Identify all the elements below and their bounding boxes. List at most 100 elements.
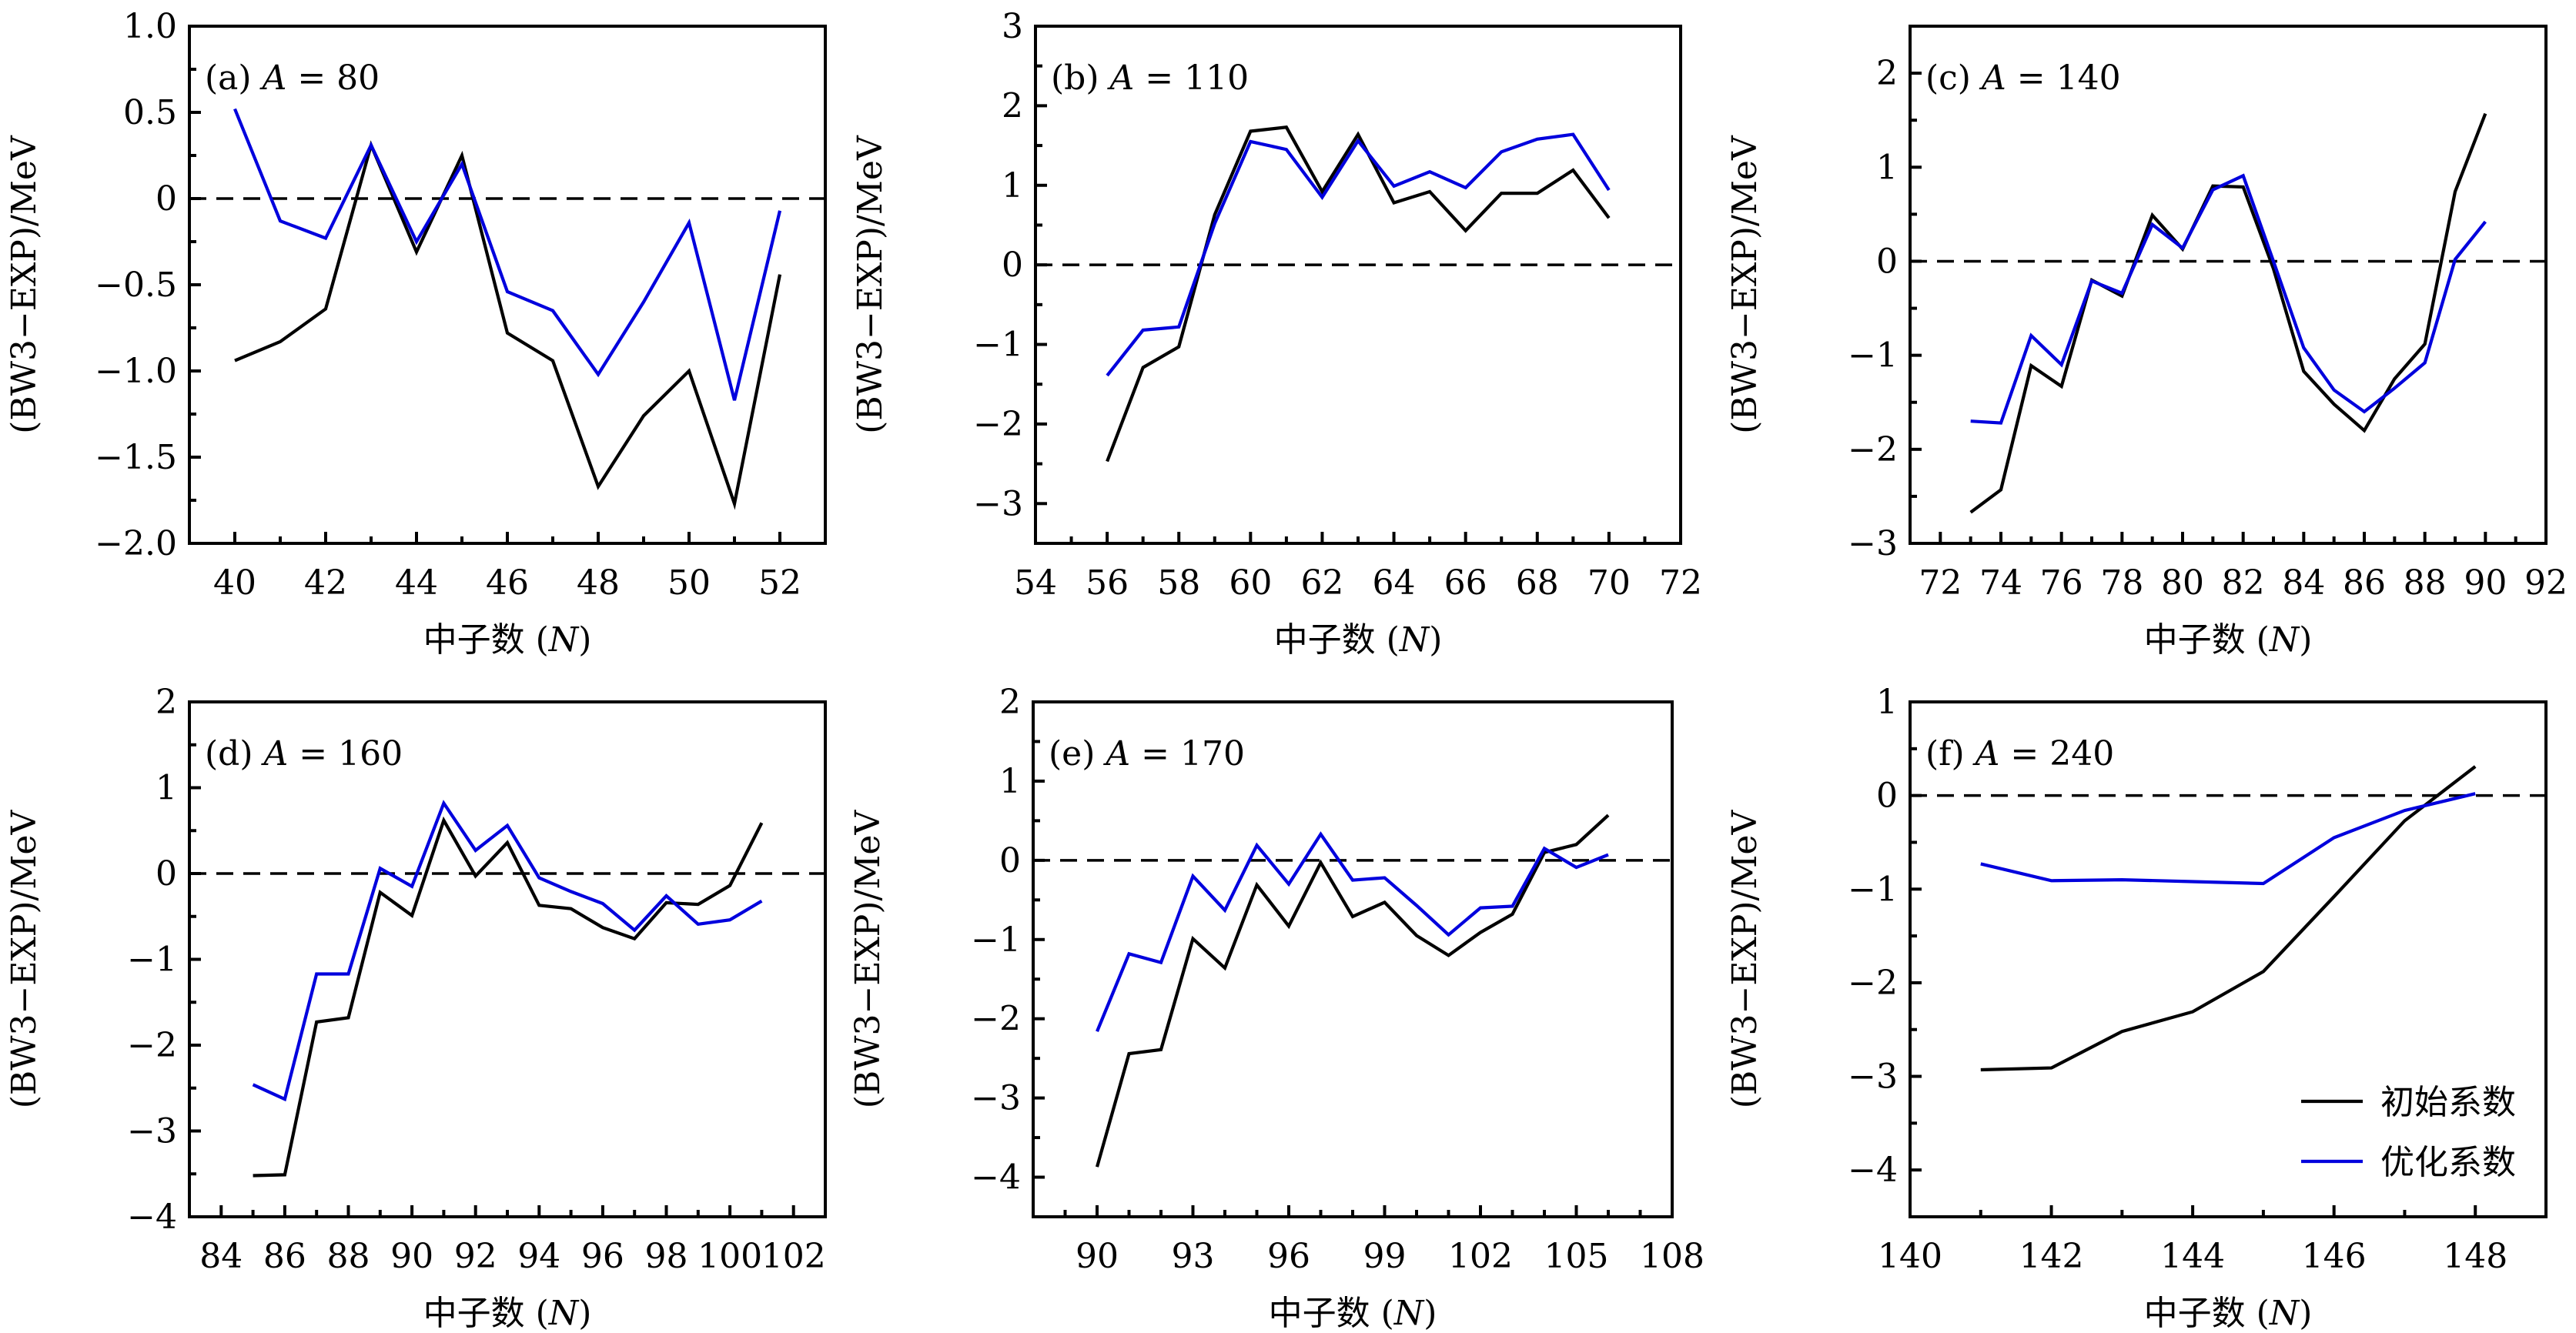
x-tick-label: 52: [758, 563, 801, 603]
y-axis-title: (BW3−EXP)/MeV: [851, 135, 890, 434]
x-tick-label: 94: [517, 1237, 560, 1276]
x-tick-label: 98: [645, 1237, 688, 1276]
panel-label: (c) A = 140: [1925, 58, 2121, 98]
y-axis-title: (BW3−EXP)/MeV: [5, 135, 44, 434]
x-axis-title: 中子数 (N): [423, 620, 592, 660]
x-tick-label: 48: [577, 563, 620, 603]
axes-frame: [1032, 700, 1674, 1218]
x-tick-label: 140: [1878, 1237, 1942, 1276]
x-axis-title: 中子数 (N): [2144, 1294, 2313, 1333]
y-axis-title: (BW3−EXP)/MeV: [1725, 810, 1765, 1109]
x-tick-label: 70: [1587, 563, 1631, 603]
panel-variable: A: [260, 734, 288, 773]
y-tick-label: −3: [127, 1112, 177, 1151]
panel-letter: (b): [1051, 58, 1109, 98]
y-tick-label: 0: [999, 841, 1021, 880]
panel-label: (d) A = 160: [205, 734, 403, 773]
x-tick-label: 96: [1267, 1237, 1310, 1276]
series-line-optimized: [1096, 831, 1609, 1032]
panel-letter: (e): [1049, 734, 1106, 773]
y-tick-label: 1: [1876, 683, 1898, 722]
x-tick-label: 102: [1448, 1237, 1513, 1276]
panel-a: 40 42 44 46 48 50 52 −2.0 −1.5 −1.0 −0.5 0 0.5 1.0 (a)…: [5, 7, 827, 660]
x-tick-label: 50: [667, 563, 711, 603]
y-tick-label: −2: [971, 1000, 1021, 1039]
x-tick-label: 78: [2100, 563, 2143, 603]
series-line-initial: [1969, 112, 2487, 514]
series-line-initial: [1980, 765, 2477, 1072]
y-tick-label: −1: [1848, 336, 1898, 376]
y-tick-label: −2: [1848, 430, 1898, 469]
axes-frame: [1909, 25, 2548, 545]
x-tick-label: 92: [2524, 563, 2568, 603]
panels: 40 42 44 46 48 50 52 −2.0 −1.5 −1.0 −0.5 0 0.5 1.0 (a)…: [5, 7, 2568, 1333]
y-tick-label: 1: [999, 762, 1021, 801]
x-tick-label: 100: [698, 1237, 762, 1276]
x-tick-label: 88: [327, 1237, 370, 1276]
panel-value: = 80: [286, 58, 380, 98]
x-tick-label: 86: [2343, 563, 2386, 603]
x-tick-label: 72: [1919, 563, 1962, 603]
panel-letter: (f): [1925, 734, 1975, 773]
x-axis-title: 中子数 (N): [1274, 620, 1443, 660]
y-tick-label: −0.5: [95, 266, 177, 305]
panel-letter: (d): [205, 734, 263, 773]
panel-variable: A: [1979, 58, 2006, 98]
y-tick-label: −1.0: [95, 352, 177, 391]
y-tick-label: 0: [156, 854, 177, 894]
series-line-optimized: [252, 800, 763, 1102]
x-tick-label: 146: [2302, 1237, 2367, 1276]
y-tick-label: 0: [1876, 777, 1898, 816]
y-tick-label: −3: [1848, 524, 1898, 563]
series-line-optimized: [1106, 132, 1611, 377]
x-axis-title: 中子数 (N): [1269, 1294, 1437, 1333]
y-tick-label: 2: [1002, 86, 1023, 125]
x-axis-title: 中子数 (N): [423, 1294, 592, 1333]
x-tick-label: 72: [1659, 563, 1702, 603]
x-tick-label: 66: [1444, 563, 1487, 603]
y-tick-label: 2: [156, 683, 177, 722]
x-tick-label: 148: [2443, 1237, 2507, 1276]
x-tick-label: 96: [581, 1237, 624, 1276]
y-tick-label: −3: [971, 1079, 1021, 1118]
y-tick-label: −3: [973, 484, 1023, 523]
y-tick-label: 2: [999, 683, 1021, 722]
panel-letter: (a): [205, 58, 263, 98]
y-tick-label: −3: [1848, 1057, 1898, 1097]
x-tick-label: 82: [2222, 563, 2265, 603]
y-tick-label: 0: [156, 179, 177, 219]
y-tick-label: 1: [156, 769, 177, 808]
x-tick-label: 56: [1086, 563, 1129, 603]
panel-label: (e) A = 170: [1049, 734, 1245, 773]
y-tick-label: 3: [1002, 7, 1023, 46]
panel-variable: A: [1972, 734, 2000, 773]
y-tick-label: 0: [1876, 242, 1898, 281]
panel-c: 72 74 76 78 80 82 84 86 88 90 92 −3 −2 −1 0 1 2 (c) A = 1…: [1725, 25, 2568, 660]
y-tick-label: −2.0: [95, 524, 177, 563]
panel-e: 90 93 96 99 102 105 108 −4 −3 −2 −1 0 1 2 (e) A = 170 中…: [848, 683, 1705, 1333]
x-tick-label: 58: [1157, 563, 1200, 603]
y-tick-label: 1: [1002, 166, 1023, 205]
panel-value: = 160: [288, 734, 403, 773]
axes-frame: [188, 700, 827, 1218]
x-tick-label: 93: [1172, 1237, 1215, 1276]
panel-value: = 240: [1999, 734, 2114, 773]
x-tick-label: 144: [2160, 1237, 2225, 1276]
y-axis-title: (BW3−EXP)/MeV: [848, 810, 888, 1109]
y-tick-label: 1.0: [123, 7, 177, 46]
x-tick-label: 90: [2464, 563, 2507, 603]
y-tick-label: −2: [127, 1026, 177, 1065]
series-line-initial: [234, 140, 782, 510]
y-axis-title: (BW3−EXP)/MeV: [5, 810, 44, 1109]
panel-variable: A: [1102, 734, 1130, 773]
x-tick-label: 76: [2040, 563, 2083, 603]
panel-variable: A: [259, 58, 287, 98]
series-line-optimized: [1970, 173, 2487, 425]
y-tick-label: −4: [1848, 1151, 1898, 1190]
panel-label: (b) A = 110: [1051, 58, 1249, 98]
x-axis-title: 中子数 (N): [2144, 620, 2313, 660]
x-tick-label: 74: [1979, 563, 2022, 603]
x-tick-label: 68: [1516, 563, 1559, 603]
